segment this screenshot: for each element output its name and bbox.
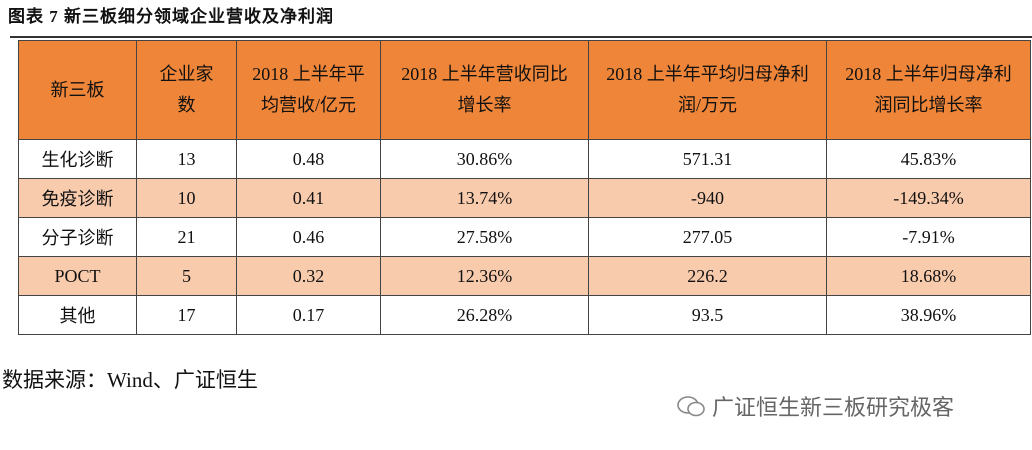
table-cell: 45.83% — [826, 139, 1031, 179]
header-cell: 2018 上半年营收同比增长率 — [380, 40, 589, 140]
table-cell: 21 — [136, 217, 237, 257]
table-cell: 13.74% — [380, 178, 589, 218]
table-cell: 26.28% — [380, 295, 589, 335]
table-cell: 226.2 — [588, 256, 827, 296]
table-cell: 5 — [136, 256, 237, 296]
header-cell: 2018 上半年归母净利润同比增长率 — [826, 40, 1031, 140]
table-cell: 0.41 — [236, 178, 381, 218]
table-row: 生化诊断 13 0.48 30.86% 571.31 45.83% — [18, 139, 1031, 179]
header-row: 新三板 企业家数 2018 上半年平均营收/亿元 2018 上半年营收同比增长率 201… — [18, 40, 1031, 140]
header-cell: 2018 上半年平均归母净利润/万元 — [588, 40, 827, 140]
table-cell: 其他 — [18, 295, 137, 335]
table-cell: 18.68% — [826, 256, 1031, 296]
table-cell: 0.17 — [236, 295, 381, 335]
table-cell: 0.32 — [236, 256, 381, 296]
table-cell: -940 — [588, 178, 827, 218]
table-cell: 13 — [136, 139, 237, 179]
table-cell: 免疫诊断 — [18, 178, 137, 218]
table-cell: 27.58% — [380, 217, 589, 257]
figure-title: 图表 7 新三板细分领域企业营收及净利润 — [8, 7, 334, 26]
table-row: POCT 5 0.32 12.36% 226.2 18.68% — [18, 256, 1031, 296]
data-table: 新三板 企业家数 2018 上半年平均营收/亿元 2018 上半年营收同比增长率 201… — [18, 40, 1031, 335]
header-cell: 企业家数 — [136, 40, 237, 140]
table-cell: -7.91% — [826, 217, 1031, 257]
table-cell: 30.86% — [380, 139, 589, 179]
table-cell: 分子诊断 — [18, 217, 137, 257]
table-cell: 生化诊断 — [18, 139, 137, 179]
watermark: 广证恒生新三板研究极客 — [676, 390, 954, 422]
table-cell: 571.31 — [588, 139, 827, 179]
wechat-icon — [677, 396, 705, 417]
table-row: 免疫诊断 10 0.41 13.74% -940 -149.34% — [18, 178, 1031, 218]
table-cell: 0.48 — [236, 139, 381, 179]
title-rule — [10, 36, 1032, 38]
table-cell: 17 — [136, 295, 237, 335]
table-cell: POCT — [18, 256, 137, 296]
source-note: 数据来源：Wind、广证恒生 — [2, 368, 258, 392]
table-cell: 277.05 — [588, 217, 827, 257]
header-cell: 2018 上半年平均营收/亿元 — [236, 40, 381, 140]
table-row: 分子诊断 21 0.46 27.58% 277.05 -7.91% — [18, 217, 1031, 257]
table-cell: 10 — [136, 178, 237, 218]
table-cell: 0.46 — [236, 217, 381, 257]
header-cell: 新三板 — [18, 40, 137, 140]
table-cell: 12.36% — [380, 256, 589, 296]
table-cell: 38.96% — [826, 295, 1031, 335]
table-body: 生化诊断 13 0.48 30.86% 571.31 45.83% 免疫诊断 10 0.41 13… — [18, 139, 1031, 335]
watermark-text: 广证恒生新三板研究极客 — [712, 396, 955, 421]
table-cell: -149.34% — [826, 178, 1031, 218]
table-row: 其他 17 0.17 26.28% 93.5 38.96% — [18, 295, 1031, 335]
table-cell: 93.5 — [588, 295, 827, 335]
